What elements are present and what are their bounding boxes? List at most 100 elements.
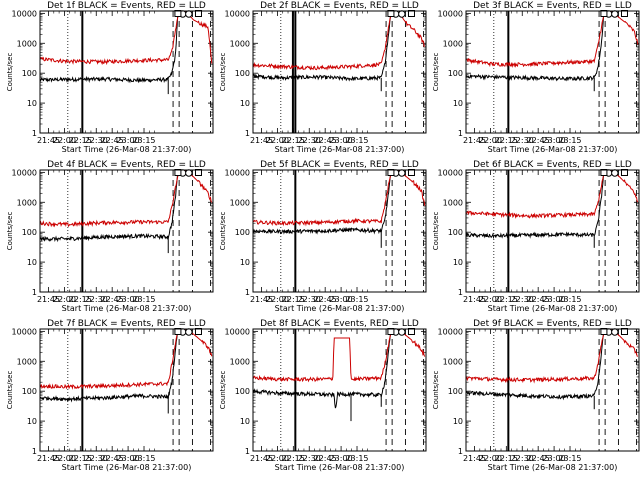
plot-area: [466, 329, 639, 451]
panel-det-6: Det 6f BLACK = Events, RED = LLD Counts/s…: [432, 160, 640, 313]
panel-title: Det 2f BLACK = Events, RED = LLD: [260, 1, 419, 11]
x-tick-label: 22:00: [266, 136, 289, 145]
y-tick-label: 1000: [230, 357, 250, 366]
panel-title: Det 4f BLACK = Events, RED = LLD: [47, 160, 206, 170]
y-tick-label: 1: [458, 129, 463, 138]
y-tick-label: 10000: [12, 327, 37, 336]
y-tick-label: 100: [235, 387, 250, 396]
y-tick-label: 1: [245, 129, 250, 138]
y-tick-label: 10: [453, 417, 463, 426]
x-tick-label: 22:45: [527, 295, 550, 304]
plot-area: [253, 170, 426, 292]
lld-series-line: [40, 170, 213, 228]
plot-area: [466, 11, 639, 133]
x-tick-label: 22:30: [298, 454, 321, 463]
plot-frame: [39, 328, 214, 452]
x-tick-label: 21:45: [463, 454, 486, 463]
plot-area: [40, 11, 213, 133]
y-tick-label: 100: [22, 387, 37, 396]
x-tick-label: 22:30: [85, 136, 108, 145]
x-tick-label: 23:15: [132, 295, 155, 304]
x-axis-label: Start Time (26-Mar-08 21:37:00): [275, 304, 405, 313]
y-tick-label: 1000: [230, 39, 250, 48]
panel-title: Det 5f BLACK = Events, RED = LLD: [260, 160, 419, 170]
panel-title: Det 1f BLACK = Events, RED = LLD: [47, 1, 206, 11]
x-tick-label: 22:30: [298, 295, 321, 304]
y-tick-label: 100: [448, 69, 463, 78]
x-tick-label: 21:45: [37, 295, 60, 304]
y-tick-label: 10000: [225, 168, 250, 177]
x-tick-label: 22:45: [527, 136, 550, 145]
x-tick-label: 22:30: [298, 136, 321, 145]
y-axis-label: Counts/sec: [219, 371, 227, 410]
x-tick-label: 21:45: [250, 454, 273, 463]
events-series-line: [253, 170, 402, 235]
plot-area: [40, 170, 213, 292]
x-tick-label: 22:30: [85, 454, 108, 463]
y-tick-label: 1: [32, 129, 37, 138]
x-tick-label: 22:45: [101, 136, 124, 145]
y-tick-label: 10000: [225, 9, 250, 18]
plot-frame: [39, 10, 214, 134]
y-axis-label: Counts/sec: [219, 53, 227, 92]
events-series-line: [40, 170, 189, 243]
x-tick-label: 21:45: [463, 136, 486, 145]
saa-circle-marker: [398, 169, 406, 177]
panel-det-8: Det 8f BLACK = Events, RED = LLD Counts/s…: [219, 319, 427, 472]
y-axis-label: Counts/sec: [6, 212, 14, 251]
x-tick-label: 22:30: [85, 295, 108, 304]
x-tick-label: 23:00: [543, 136, 566, 145]
y-tick-label: 100: [235, 228, 250, 237]
events-series-line: [40, 329, 189, 403]
y-axis-label: Counts/sec: [432, 53, 440, 92]
lld-series-line: [40, 329, 213, 390]
y-tick-label: 10000: [438, 327, 463, 336]
x-tick-label: 23:15: [558, 454, 581, 463]
y-tick-label: 1000: [230, 198, 250, 207]
saa-circle-marker: [398, 328, 406, 336]
x-tick-label: 22:00: [479, 295, 502, 304]
plot-frame: [465, 169, 640, 293]
x-tick-label: 22:30: [511, 295, 534, 304]
saa-circle-marker: [185, 328, 193, 336]
panel-title: Det 9f BLACK = Events, RED = LLD: [473, 319, 632, 329]
y-tick-label: 1000: [443, 39, 463, 48]
x-tick-label: 23:00: [330, 136, 353, 145]
x-axis-label: Start Time (26-Mar-08 21:37:00): [275, 463, 405, 472]
x-tick-label: 22:45: [314, 295, 337, 304]
x-tick-label: 22:15: [495, 136, 518, 145]
events-series-line: [40, 11, 189, 84]
y-tick-label: 1: [32, 288, 37, 297]
x-tick-label: 22:15: [495, 295, 518, 304]
x-tick-label: 23:15: [558, 295, 581, 304]
x-tick-label: 23:00: [117, 454, 140, 463]
x-tick-label: 23:00: [330, 454, 353, 463]
panel-det-2: Det 2f BLACK = Events, RED = LLD Counts/s…: [219, 1, 427, 154]
panel-title: Det 3f BLACK = Events, RED = LLD: [473, 1, 632, 11]
y-tick-label: 10: [240, 99, 250, 108]
panel-det-5: Det 5f BLACK = Events, RED = LLD Counts/s…: [219, 160, 427, 313]
y-tick-label: 100: [448, 387, 463, 396]
plot-area: [253, 329, 426, 451]
y-tick-label: 1: [32, 447, 37, 456]
y-tick-label: 10: [27, 258, 37, 267]
panel-title: Det 7f BLACK = Events, RED = LLD: [47, 319, 206, 329]
plot-frame: [252, 328, 427, 452]
y-tick-label: 1: [458, 288, 463, 297]
saa-circle-marker: [398, 10, 406, 18]
x-tick-label: 21:45: [37, 136, 60, 145]
x-tick-label: 23:15: [132, 454, 155, 463]
y-tick-label: 1: [245, 447, 250, 456]
y-axis-label: Counts/sec: [219, 212, 227, 251]
y-tick-label: 10000: [12, 9, 37, 18]
y-tick-label: 100: [235, 69, 250, 78]
x-tick-label: 22:15: [69, 295, 92, 304]
x-tick-label: 22:45: [314, 136, 337, 145]
y-axis-label: Counts/sec: [432, 371, 440, 410]
lld-series-line: [466, 329, 639, 384]
y-tick-label: 10: [453, 258, 463, 267]
events-series-line: [466, 329, 615, 401]
x-tick-label: 22:15: [69, 136, 92, 145]
x-tick-label: 23:00: [543, 295, 566, 304]
y-tick-label: 10: [453, 99, 463, 108]
